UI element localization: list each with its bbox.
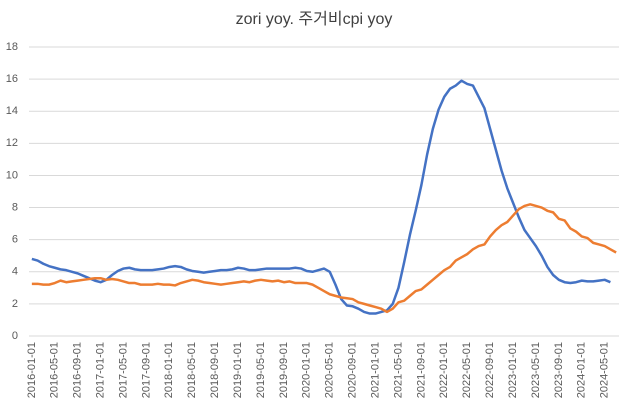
x-tick-label: 2019-01-01: [232, 342, 244, 398]
x-tick-label: 2021-05-01: [392, 342, 404, 398]
y-tick-label: 16: [6, 73, 18, 85]
y-tick-label: 6: [12, 234, 18, 246]
x-tick-label: 2017-01-01: [95, 342, 107, 398]
x-tick-label: 2019-09-01: [278, 342, 290, 398]
x-tick-label: 2023-09-01: [553, 342, 565, 398]
x-tick-label: 2016-05-01: [49, 342, 61, 398]
x-tick-label: 2020-05-01: [324, 342, 336, 398]
x-tick-label: 2023-01-01: [507, 342, 519, 398]
x-tick-label: 2021-01-01: [369, 342, 381, 398]
x-tick-label: 2024-05-01: [599, 342, 611, 398]
y-tick-label: 4: [12, 266, 18, 278]
y-tick-label: 18: [6, 41, 18, 53]
x-tick-label: 2016-09-01: [72, 342, 84, 398]
line-series: [31, 79, 611, 315]
x-tick-label: 2022-05-01: [461, 342, 473, 398]
x-tick-label: 2020-01-01: [301, 342, 313, 398]
line-series: [31, 203, 617, 314]
x-tick-label: 2021-09-01: [415, 342, 427, 398]
x-tick-label: 2018-01-01: [163, 342, 175, 398]
y-tick-label: 12: [6, 137, 18, 149]
y-tick-label: 2: [12, 298, 18, 310]
y-tick-label: 0: [12, 330, 18, 342]
x-tick-label: 2019-05-01: [255, 342, 267, 398]
x-tick-label: 2017-05-01: [117, 342, 129, 398]
x-tick-label: 2023-05-01: [530, 342, 542, 398]
y-tick-label: 10: [6, 169, 18, 181]
x-tick-label: 2020-09-01: [347, 342, 359, 398]
x-tick-label: 2022-01-01: [438, 342, 450, 398]
y-tick-label: 14: [6, 105, 18, 117]
x-tick-label: 2018-05-01: [186, 342, 198, 398]
x-tick-label: 2016-01-01: [26, 342, 38, 398]
x-tick-label: 2018-09-01: [209, 342, 221, 398]
x-tick-label: 2024-01-01: [576, 342, 588, 398]
chart-title: zori yoy. 주거비cpi yoy: [236, 10, 393, 28]
y-tick-label: 8: [12, 201, 18, 213]
x-tick-label: 2017-09-01: [140, 342, 152, 398]
x-tick-label: 2022-09-01: [484, 342, 496, 398]
